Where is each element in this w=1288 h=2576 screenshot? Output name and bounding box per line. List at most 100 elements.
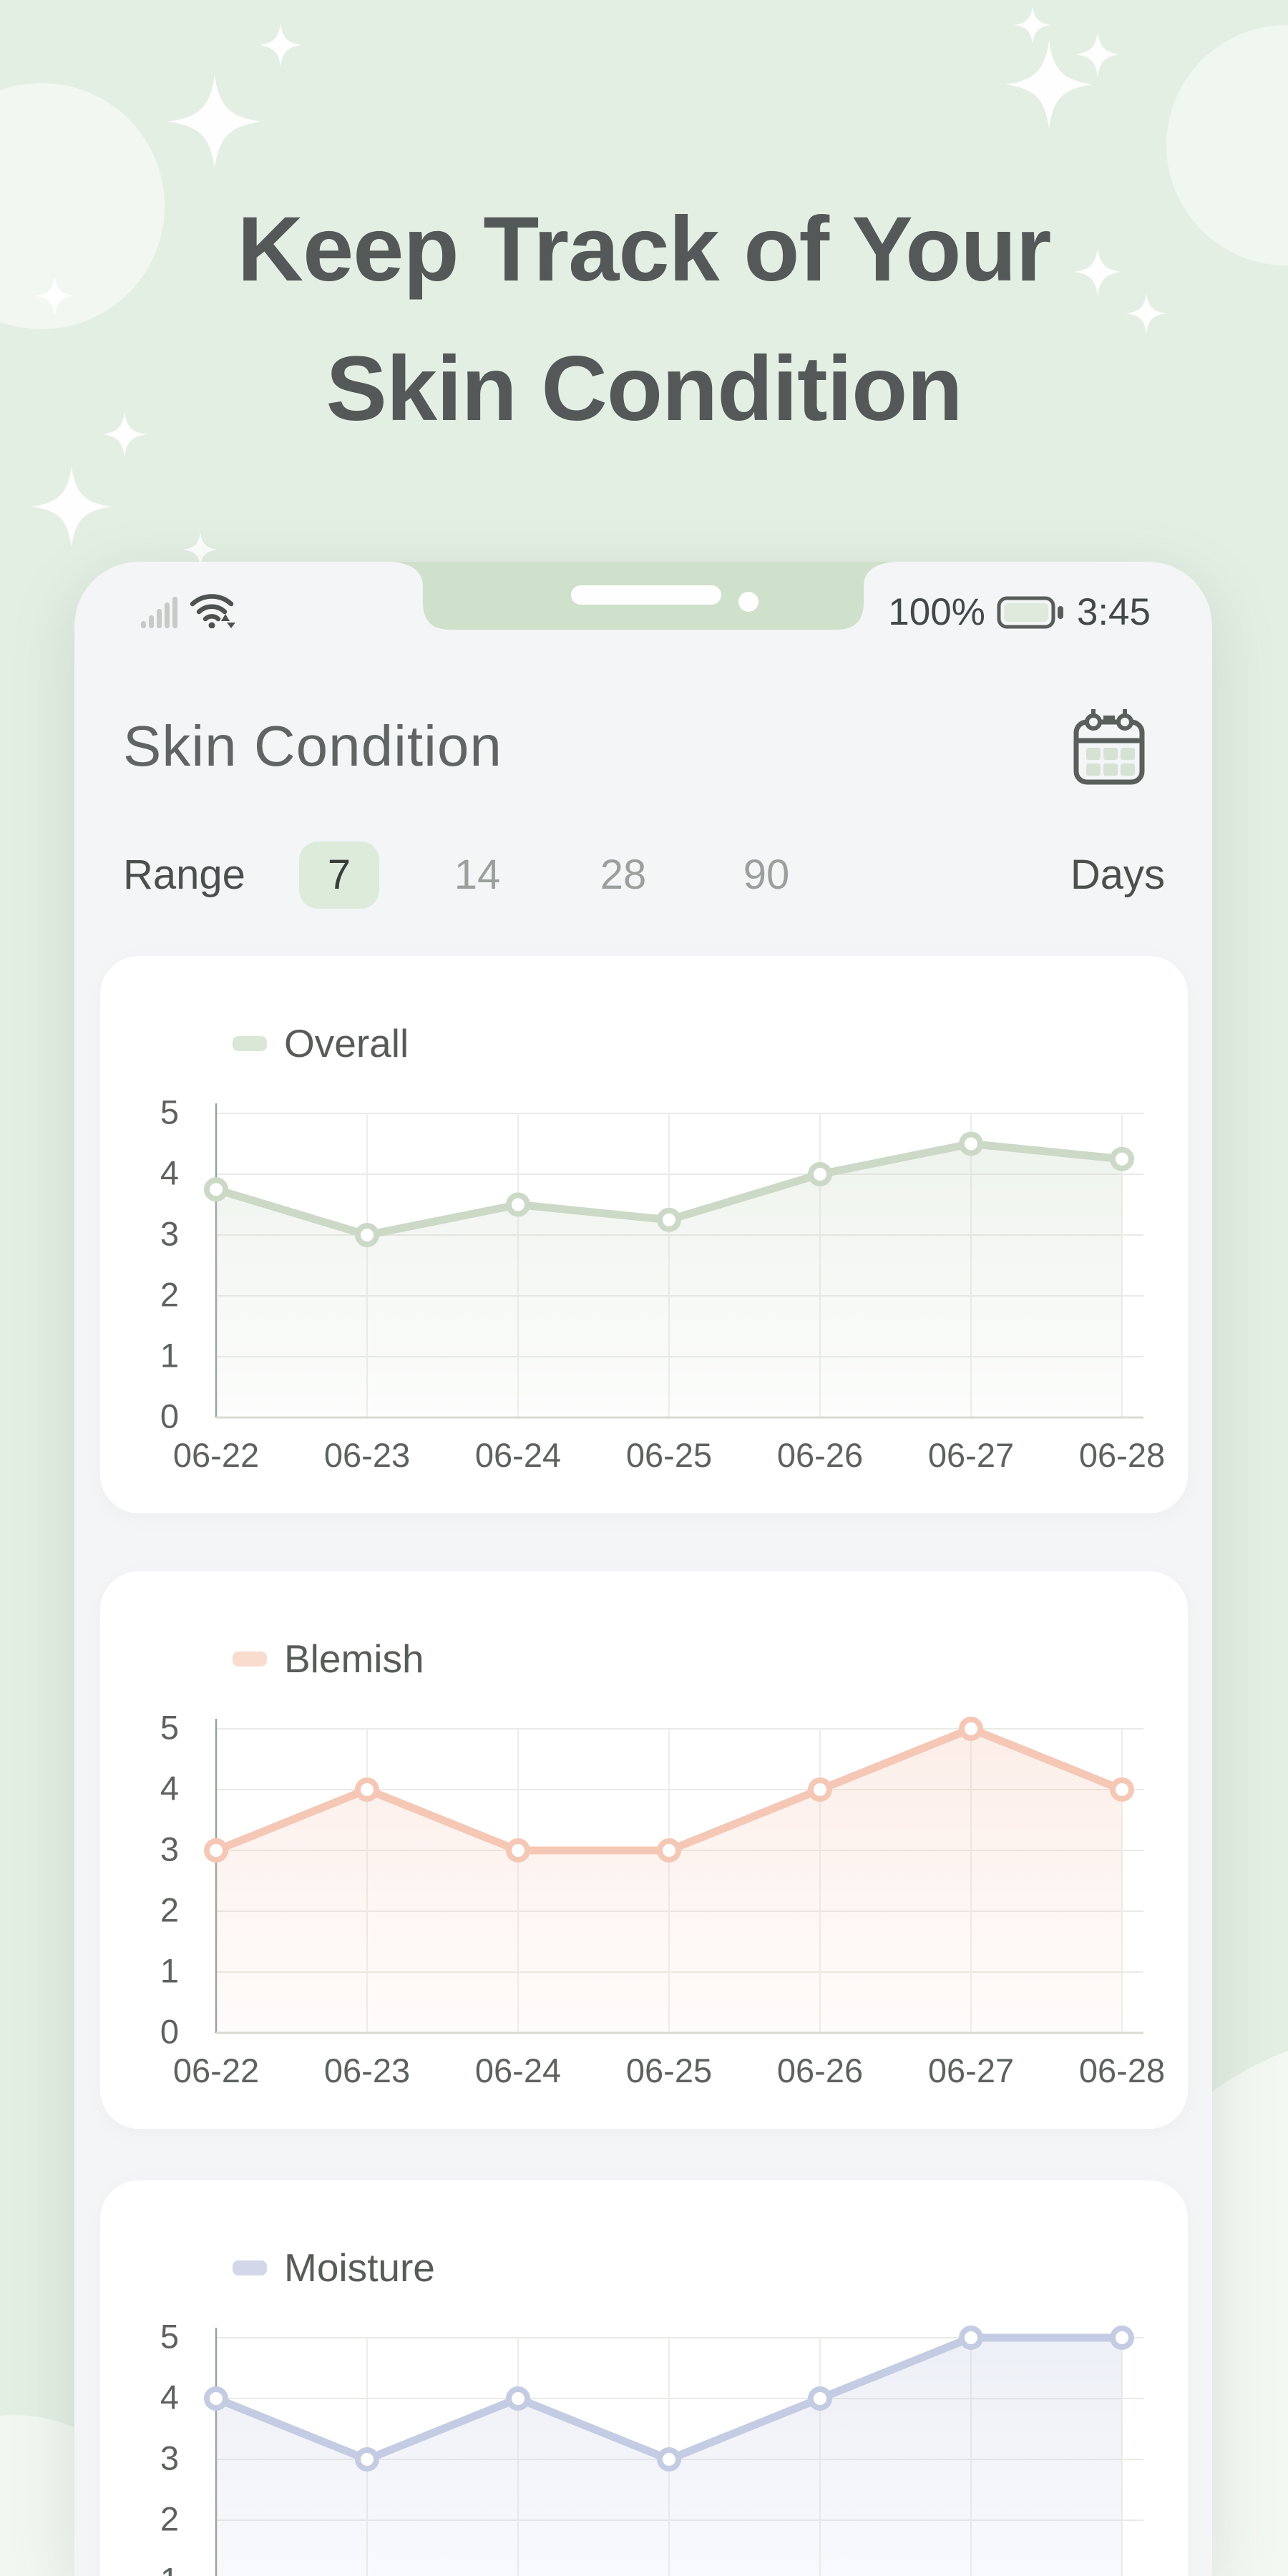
svg-text:5: 5: [160, 1709, 179, 1747]
chart-legend: Blemish: [233, 1636, 424, 1682]
line-chart-overall: 5 4 3 2 1 006-22 06-23 06-24 06-25 06-26 06-27 06-2…: [160, 1093, 1165, 1475]
svg-text:3: 3: [160, 2439, 179, 2477]
range-option-7-selected[interactable]: 7: [299, 841, 379, 909]
status-bar-left: [141, 594, 237, 628]
svg-text:0: 0: [160, 1397, 179, 1435]
legend-swatch-icon: [233, 1035, 267, 1051]
svg-text:06-23: 06-23: [324, 1436, 410, 1474]
svg-text:06-23: 06-23: [324, 2051, 410, 2089]
data-point-marker: [808, 1162, 832, 1186]
svg-text:06-24: 06-24: [475, 1436, 561, 1474]
svg-text:06-25: 06-25: [626, 1436, 712, 1474]
data-point-marker: [204, 2386, 228, 2411]
data-point-marker: [657, 1207, 681, 1232]
svg-text:06-28: 06-28: [1079, 2051, 1165, 2089]
svg-text:5: 5: [160, 1093, 179, 1131]
svg-text:3: 3: [160, 1830, 179, 1868]
svg-text:3: 3: [160, 1215, 179, 1253]
sparkle-icon: [259, 24, 302, 67]
data-point-marker: [657, 1838, 681, 1863]
cellular-signal-icon: [141, 597, 177, 628]
svg-text:1: 1: [160, 1337, 179, 1375]
data-point-marker: [355, 2447, 379, 2472]
data-point-marker: [657, 2447, 681, 2472]
svg-text:0: 0: [160, 2013, 179, 2051]
legend-label: Blemish: [284, 1636, 424, 1681]
app-title: Skin Condition: [123, 714, 502, 778]
svg-text:06-26: 06-26: [777, 1436, 863, 1474]
camera-dot: [738, 592, 758, 612]
phone-mockup: 100% 3:45 Skin Condition: [74, 562, 1212, 2576]
range-option-90[interactable]: 90: [743, 852, 790, 898]
svg-text:1: 1: [160, 2561, 179, 2576]
svg-text:5: 5: [160, 2318, 179, 2356]
sparkle-icon: [31, 467, 112, 547]
line-chart-moisture: 54321006-2206-2306-2406-2506-2606-2706-2…: [160, 2318, 1143, 2576]
legend-label: Overall: [284, 1021, 409, 1065]
svg-text:4: 4: [160, 1154, 179, 1192]
svg-text:06-22: 06-22: [173, 1436, 259, 1474]
range-label: Range: [123, 852, 245, 898]
data-point-marker: [1110, 2326, 1134, 2350]
svg-text:1: 1: [160, 1952, 179, 1990]
svg-text:06-24: 06-24: [475, 2051, 561, 2089]
sparkle-icon: [1014, 6, 1051, 44]
battery-percent: 100%: [888, 591, 985, 633]
data-point-marker: [808, 1777, 832, 1802]
status-time: 3:45: [1076, 591, 1151, 633]
data-point-marker: [355, 1777, 379, 1802]
svg-text:4: 4: [160, 2379, 179, 2416]
sparkle-icon: [1075, 32, 1120, 77]
svg-text:06-22: 06-22: [173, 2051, 259, 2089]
data-point-marker: [808, 2386, 832, 2411]
legend-label: Moisture: [284, 2245, 435, 2290]
svg-text:06-28: 06-28: [1079, 1436, 1165, 1474]
chart-legend: Moisture: [233, 2245, 435, 2290]
svg-text:2: 2: [160, 1891, 179, 1929]
calendar-icon[interactable]: [1070, 706, 1148, 786]
data-point-marker: [1110, 1777, 1134, 1802]
chart-card-moisture: Moisture 54321006-2206-2306-2406-2506-26…: [100, 2180, 1188, 2576]
data-point-marker: [1110, 1146, 1134, 1171]
data-point-marker: [506, 1838, 530, 1863]
data-point-marker: [204, 1838, 228, 1863]
speaker-pill: [571, 585, 721, 605]
sparkle-icon: [183, 532, 218, 567]
svg-text:06-26: 06-26: [777, 2051, 863, 2089]
svg-text:2: 2: [160, 1276, 179, 1314]
svg-text:06-27: 06-27: [928, 1436, 1014, 1474]
chart-card-overall: Overall 5 4 3 2 1 0 06-22 06-23 06-24 06-25 06-26 0…: [100, 956, 1188, 1513]
sparkle-icon: [102, 412, 147, 457]
page-title-line1: Keep Track of Your: [237, 198, 1052, 301]
wifi-icon: [190, 594, 235, 628]
svg-text:06-25: 06-25: [626, 2051, 712, 2089]
legend-swatch-icon: [233, 1651, 267, 1667]
status-bar-right: 100% 3:45: [888, 590, 1151, 634]
svg-text:06-27: 06-27: [928, 2051, 1014, 2089]
sparkle-icon: [34, 275, 74, 316]
data-point-marker: [204, 1177, 228, 1202]
chart-legend: Overall: [233, 1020, 409, 1066]
sparkle-icon: [1074, 248, 1121, 296]
data-point-marker: [355, 1223, 379, 1247]
sparkle-icon: [1005, 41, 1093, 128]
data-point-marker: [506, 1192, 530, 1217]
svg-text:2: 2: [160, 2500, 179, 2538]
range-selector: Range 7 14 28 90 Days: [74, 841, 1212, 909]
sparkle-icon: [1126, 293, 1166, 333]
legend-swatch-icon: [233, 2260, 267, 2275]
page-title-line2: Skin Condition: [326, 337, 963, 440]
data-point-marker: [959, 1131, 983, 1156]
app-header: Skin Condition: [123, 705, 1163, 791]
battery-icon: [997, 596, 1063, 628]
page-title: Keep Track of Your Skin Condition: [0, 180, 1288, 459]
data-point-marker: [959, 1717, 983, 1741]
range-option-14[interactable]: 14: [454, 852, 501, 898]
data-point-marker: [959, 2326, 983, 2350]
line-chart-blemish: 5 4 3 2 1 006-22 06-23 06-24 06-25 06-26 06-27 06-2…: [160, 1709, 1165, 2090]
chart-card-blemish: Blemish 5 4 3 2 1 0 06-22 06-23 06-24 06-25 06-26 0…: [100, 1571, 1188, 2129]
range-option-28[interactable]: 28: [600, 852, 647, 898]
range-unit-label: Days: [1070, 852, 1165, 898]
svg-text:4: 4: [160, 1770, 179, 1807]
